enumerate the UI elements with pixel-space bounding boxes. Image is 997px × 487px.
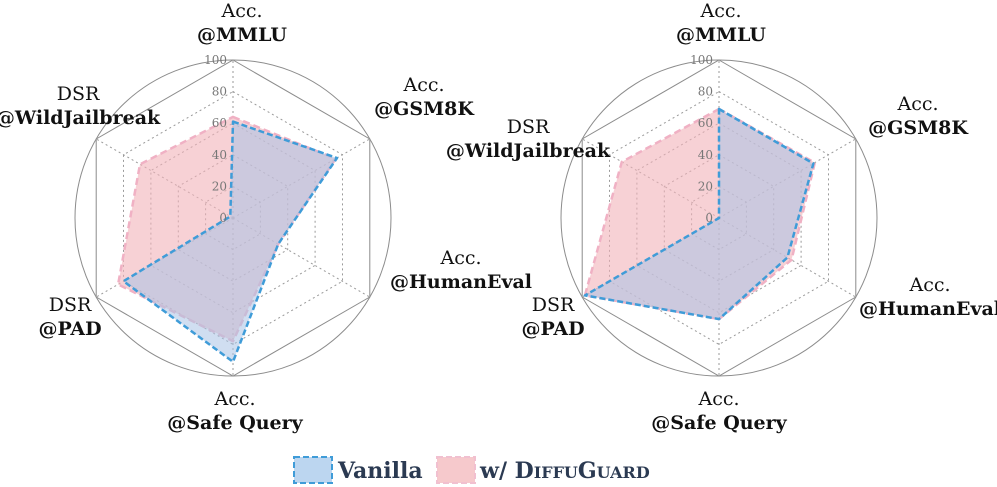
series-vanilla-polygon xyxy=(583,107,815,321)
axis-label-benchmark: @PAD xyxy=(521,318,584,340)
radar-tick-label: 20 xyxy=(698,179,713,193)
axis-label-benchmark: @MMLU xyxy=(197,24,287,46)
radar-tick-label: 80 xyxy=(698,85,713,99)
radar-labels-right: Acc.@MMLUAcc.@GSM8KAcc.@HumanEvalAcc.@Sa… xyxy=(446,0,997,434)
axis-label-metric: DSR xyxy=(507,116,550,138)
axis-label-metric: DSR xyxy=(49,294,92,316)
radar-tick-label: 0 xyxy=(705,211,713,225)
series-vanilla-polygon xyxy=(122,120,339,364)
axis-label-metric: Acc. xyxy=(896,93,938,115)
radar-series-left xyxy=(116,115,339,364)
radar-tick-label: 40 xyxy=(212,148,227,162)
radar-labels-left: Acc.@MMLUAcc.@GSM8KAcc.@HumanEvalAcc.@Sa… xyxy=(0,0,532,434)
radar-tick-label: 80 xyxy=(212,85,227,99)
radar-tick-label: 60 xyxy=(212,116,227,130)
legend-label-vanilla: Vanilla xyxy=(337,458,423,484)
axis-label-benchmark: @PAD xyxy=(38,318,101,340)
axis-label-metric: Acc. xyxy=(402,74,444,96)
axis-label-benchmark: @WildJailbreak xyxy=(0,107,161,129)
axis-label-benchmark: @HumanEval xyxy=(390,271,532,293)
radar-tick-label: 100 xyxy=(690,53,713,67)
radar-tick-label: 60 xyxy=(698,116,713,130)
axis-label-metric: Acc. xyxy=(697,388,739,410)
legend-swatch-vanilla xyxy=(293,456,333,484)
axis-label-metric: Acc. xyxy=(439,247,481,269)
axis-label-benchmark: @HumanEval xyxy=(859,298,997,320)
radar-tick-label: 100 xyxy=(204,53,227,67)
axis-label-benchmark: @WildJailbreak xyxy=(446,140,611,162)
legend: Vanilla w/ DIFFUGUARD xyxy=(293,456,650,484)
radar-tick-label: 0 xyxy=(219,211,227,225)
axis-label-metric: Acc. xyxy=(213,388,255,410)
axis-label-benchmark: @Safe Query xyxy=(167,412,303,434)
axis-label-benchmark: @GSM8K xyxy=(868,117,969,139)
radar-ticks-left: 0 20 40 60 80 100 xyxy=(204,53,227,225)
radar-outer-ring xyxy=(581,59,857,377)
axis-label-benchmark: @Safe Query xyxy=(651,412,787,434)
axis-label-metric: Acc. xyxy=(908,274,950,296)
radar-tick-label: 40 xyxy=(698,148,713,162)
legend-label-diffuguard: w/ DIFFUGUARD xyxy=(479,458,650,484)
radar-outer-ring xyxy=(95,59,371,377)
radar-tick-label: 20 xyxy=(212,179,227,193)
axis-label-metric: DSR xyxy=(532,294,575,316)
axis-label-metric: Acc. xyxy=(220,0,262,22)
axis-label-metric: DSR xyxy=(57,83,100,105)
axis-label-benchmark: @GSM8K xyxy=(374,98,475,120)
axis-label-benchmark: @MMLU xyxy=(676,24,766,46)
axis-label-metric: Acc. xyxy=(699,0,741,22)
radar-ticks-right: 0 20 40 60 80 100 xyxy=(690,53,713,225)
radar-series-right xyxy=(583,107,817,321)
legend-swatch-diffuguard xyxy=(436,456,476,484)
